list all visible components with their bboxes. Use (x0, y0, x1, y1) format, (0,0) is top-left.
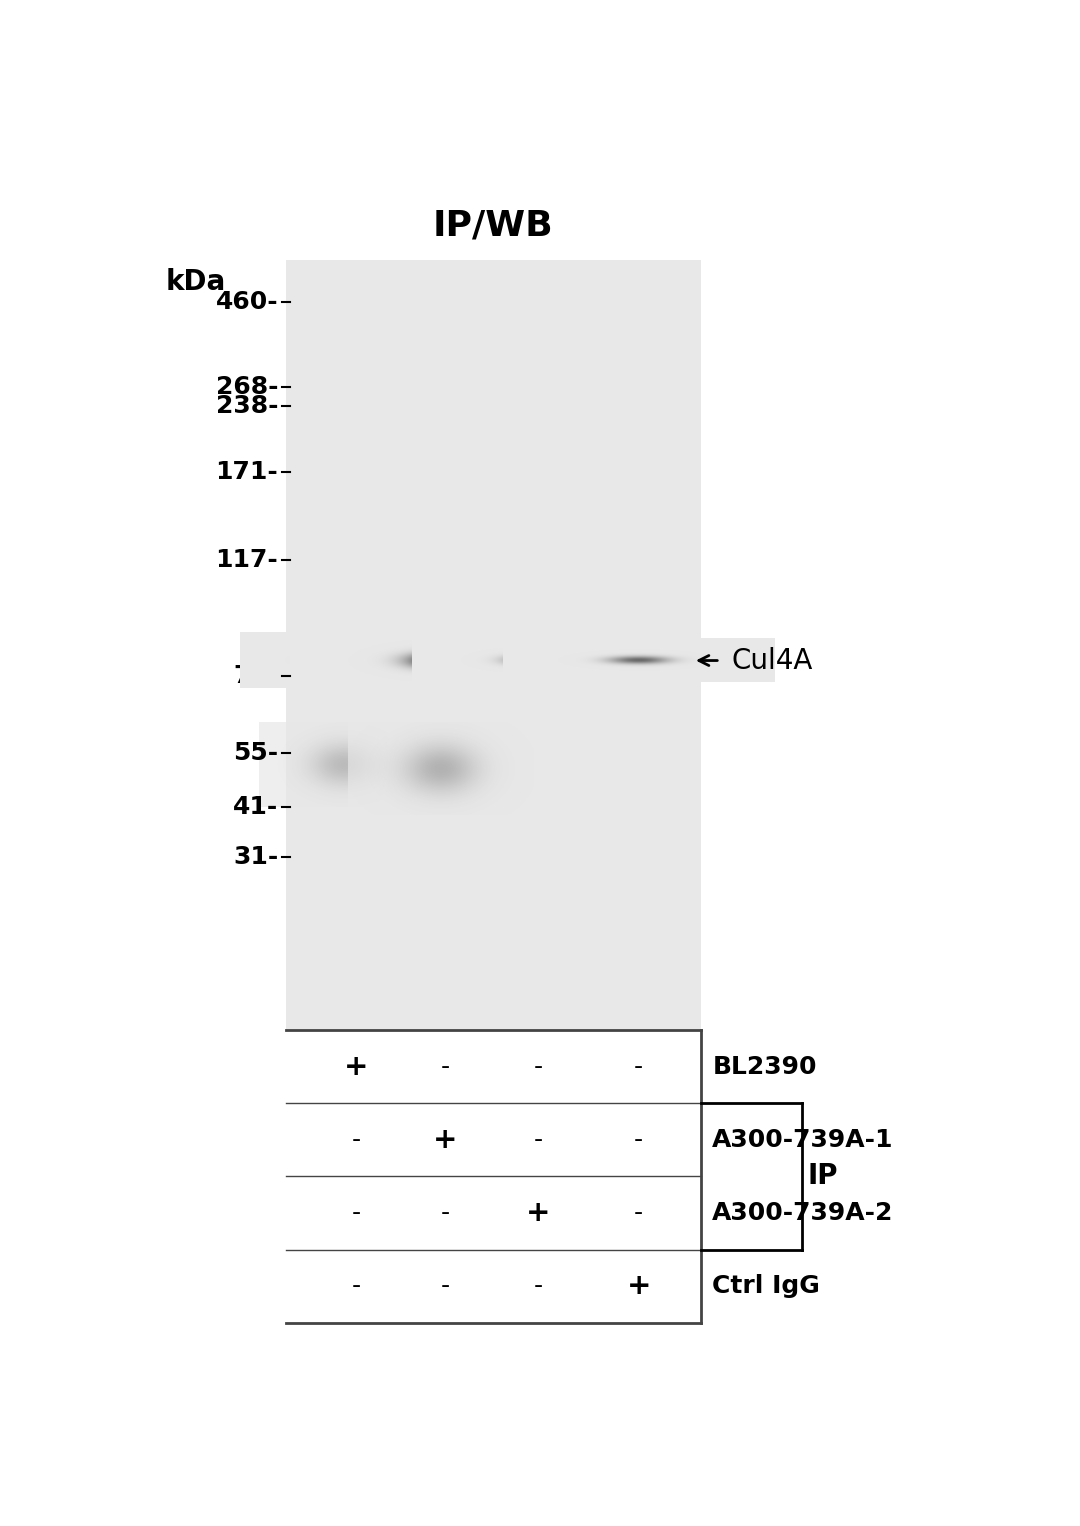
Text: 41-: 41- (233, 795, 279, 819)
Text: 238-: 238- (216, 394, 279, 418)
Text: 171-: 171- (216, 459, 279, 484)
Text: Ctrl IgG: Ctrl IgG (713, 1274, 820, 1299)
Text: 55-: 55- (233, 742, 279, 765)
Text: -: - (441, 1201, 449, 1225)
Text: BL2390: BL2390 (713, 1054, 816, 1079)
Bar (286, 259, 701, 1030)
Text: Cul4A: Cul4A (732, 647, 813, 674)
Text: -: - (351, 1128, 361, 1152)
Text: -: - (351, 1201, 361, 1225)
Text: A300-739A-1: A300-739A-1 (713, 1128, 894, 1152)
Text: -: - (634, 1054, 644, 1079)
Text: -: - (441, 1054, 449, 1079)
Text: -: - (534, 1274, 542, 1299)
Text: 31-: 31- (233, 845, 279, 868)
Text: kDa: kDa (166, 269, 226, 296)
Text: -: - (441, 1274, 449, 1299)
Text: 117-: 117- (216, 548, 279, 572)
Text: +: + (626, 1273, 651, 1300)
Text: -: - (351, 1274, 361, 1299)
Text: A300-739A-2: A300-739A-2 (713, 1201, 894, 1225)
Text: 460-: 460- (216, 290, 279, 314)
Text: +: + (433, 1126, 457, 1154)
Text: 268-: 268- (216, 375, 279, 400)
Text: -: - (634, 1128, 644, 1152)
Text: -: - (634, 1201, 644, 1225)
Text: IP/WB: IP/WB (433, 209, 554, 243)
Text: +: + (526, 1199, 550, 1227)
Text: IP: IP (808, 1163, 838, 1190)
Text: -: - (534, 1054, 542, 1079)
Text: 71-: 71- (233, 664, 279, 688)
Text: +: + (343, 1053, 368, 1080)
Text: -: - (534, 1128, 542, 1152)
